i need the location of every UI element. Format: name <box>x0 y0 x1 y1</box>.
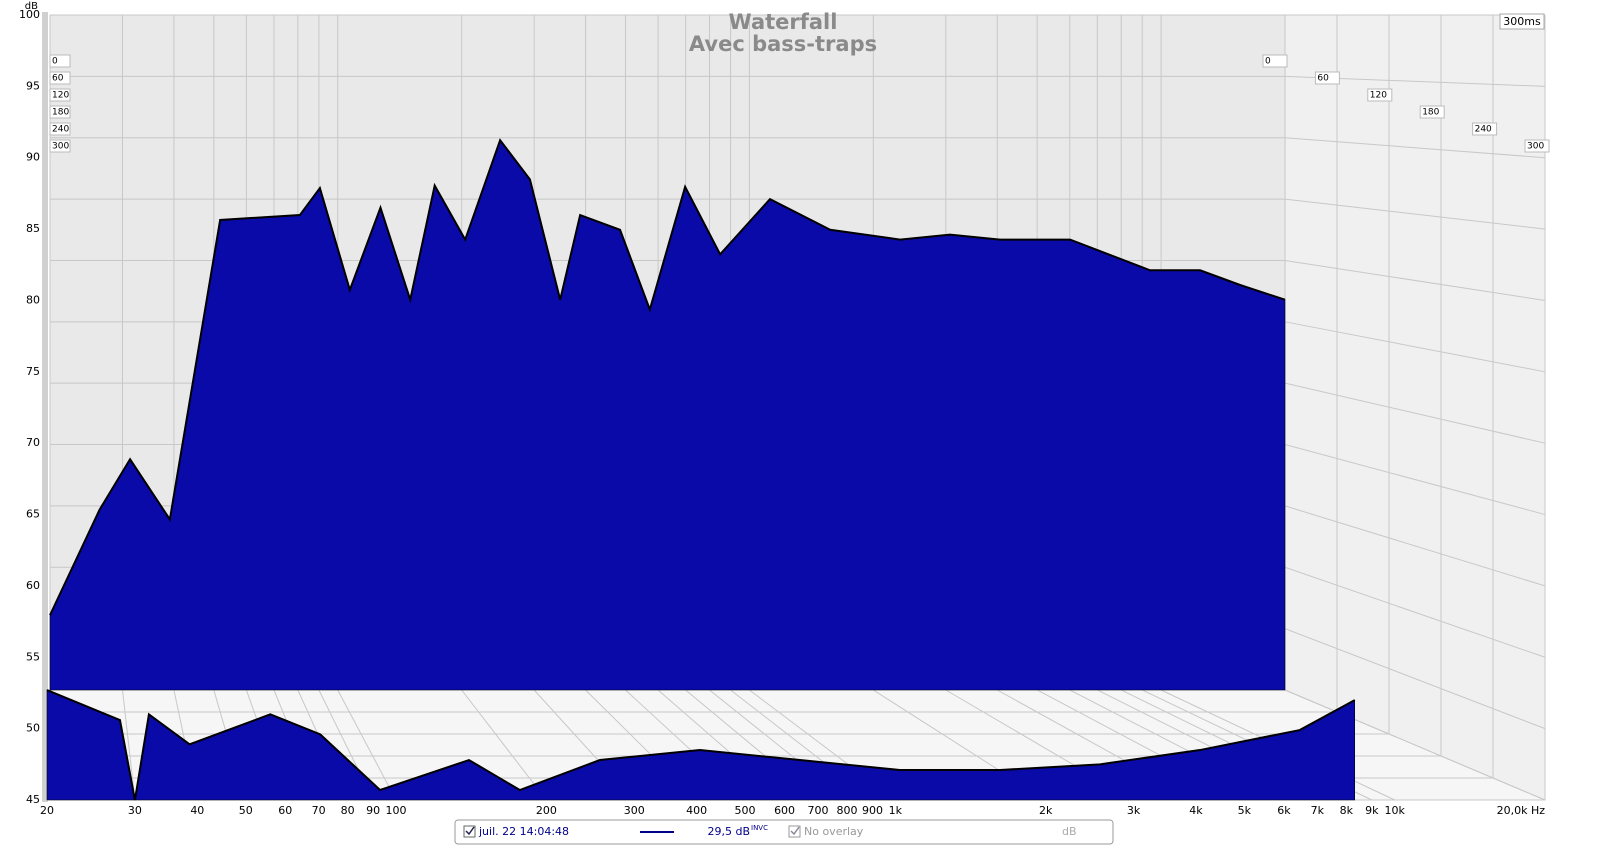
legend-level: 29,5 dB <box>707 825 750 838</box>
grid-line <box>47 15 1494 779</box>
z-tick-label: 120 <box>52 91 69 101</box>
side-wall <box>1285 15 1545 800</box>
z-tick-label: 180 <box>1422 108 1439 118</box>
legend-box <box>454 819 1114 845</box>
y-tick-label: 75 <box>26 365 40 378</box>
z-tick-box <box>49 88 71 102</box>
z-tick-box <box>1419 105 1445 119</box>
y-tick-label: 50 <box>26 722 40 735</box>
z-tick-label: 60 <box>52 74 64 84</box>
x-tick-label: 100 <box>386 804 407 817</box>
z-tick-label: 180 <box>52 108 69 118</box>
x-tick-label: 800 <box>836 804 857 817</box>
plot <box>46 138 1356 801</box>
x-tick-label: 20 <box>40 804 54 817</box>
y-tick-label: 45 <box>26 793 40 806</box>
x-tick-label: 500 <box>735 804 756 817</box>
y-tick-label: 95 <box>26 79 40 92</box>
y-tick-label: 55 <box>26 650 40 663</box>
x-tick-label: 4k <box>1189 804 1203 817</box>
x-tick-label: 300 <box>624 804 645 817</box>
x-tick-label: 6k <box>1277 804 1291 817</box>
grid-line <box>48 15 1442 757</box>
z-tick-box <box>49 71 71 85</box>
check <box>790 826 800 836</box>
chart-title: Waterfall <box>729 10 838 34</box>
z-tick-box <box>1472 122 1498 136</box>
z-tick-label: 240 <box>52 125 69 135</box>
y-tick-label: 60 <box>26 579 40 592</box>
z-tick-box <box>49 139 71 153</box>
z-tick-label: 240 <box>1475 125 1492 135</box>
legend-date: juil. 22 14:04:48 <box>478 825 569 838</box>
y-tick-label: 80 <box>26 293 40 306</box>
grid-line <box>48 15 1390 735</box>
z-tick-label: 300 <box>52 142 69 152</box>
z-tick-label: 0 <box>52 57 58 67</box>
axis-bar <box>42 12 48 802</box>
x-tick-label: 1k <box>889 804 903 817</box>
z-tick-box <box>49 54 71 68</box>
legend: juil. 22 14:04:48 29,5 dB INVC No overla… <box>454 819 1114 845</box>
x-tick-label: 2k <box>1039 804 1053 817</box>
y-tick-label: 85 <box>26 222 40 235</box>
x-tick-label: 900 <box>862 804 883 817</box>
x-tick-label: 50 <box>239 804 253 817</box>
z-tick-label: 0 <box>1265 57 1271 67</box>
time-label: 300ms <box>1503 15 1541 28</box>
x-tick-label: 80 <box>341 804 355 817</box>
legend-unit: dB <box>1062 825 1077 838</box>
x-tick-label: 40 <box>190 804 204 817</box>
x-tick-label: 90 <box>366 804 380 817</box>
x-tick-label: 20,0k Hz <box>1497 804 1546 817</box>
x-tick-label: 200 <box>536 804 557 817</box>
slice-line <box>46 689 1356 801</box>
x-tick-label: 600 <box>774 804 795 817</box>
z-tick-label: 120 <box>1370 91 1387 101</box>
labels: 45 50 55 60 65 70 75 80 85 90 95 100 20 30 40 50 60 70 80 9… <box>19 8 1550 817</box>
x-tick-label: 7k <box>1311 804 1325 817</box>
x-tick-label: 70 <box>312 804 326 817</box>
x-tick-label: 8k <box>1340 804 1354 817</box>
x-tick-label: 30 <box>128 804 142 817</box>
x-tick-label: 10k <box>1384 804 1405 817</box>
y-tick-label: 65 <box>26 508 40 521</box>
time-box <box>1499 13 1545 30</box>
z-tick-box <box>1367 88 1393 102</box>
z-tick-label: 300 <box>1527 142 1544 152</box>
x-tick-label: 700 <box>808 804 829 817</box>
x-tick-label: 3k <box>1127 804 1141 817</box>
z-tick-box <box>49 105 71 119</box>
chart-subtitle: Avec bass-traps <box>689 32 877 56</box>
legend-overlay: No overlay <box>804 825 864 838</box>
y-tick-label: 100 <box>19 8 40 21</box>
z-tick-box <box>1262 54 1288 68</box>
z-tick-box <box>49 122 71 136</box>
x-tick-label: 9k <box>1365 804 1379 817</box>
y-tick-label: 70 <box>26 436 40 449</box>
legend-level-tag: INVC <box>751 824 768 832</box>
checkbox[interactable] <box>463 825 476 838</box>
z-tick-box <box>1524 139 1550 153</box>
x-tick-label: 400 <box>686 804 707 817</box>
checkbox[interactable] <box>788 825 801 838</box>
x-tick-label: 60 <box>278 804 292 817</box>
z-tick-label: 60 <box>1317 74 1329 84</box>
x-tick-label: 5k <box>1238 804 1252 817</box>
y-tick-label: 90 <box>26 151 40 164</box>
z-tick-box <box>1314 71 1340 85</box>
slice-line <box>49 138 1286 616</box>
check <box>465 826 475 836</box>
y-axis-label: dB <box>25 1 38 12</box>
